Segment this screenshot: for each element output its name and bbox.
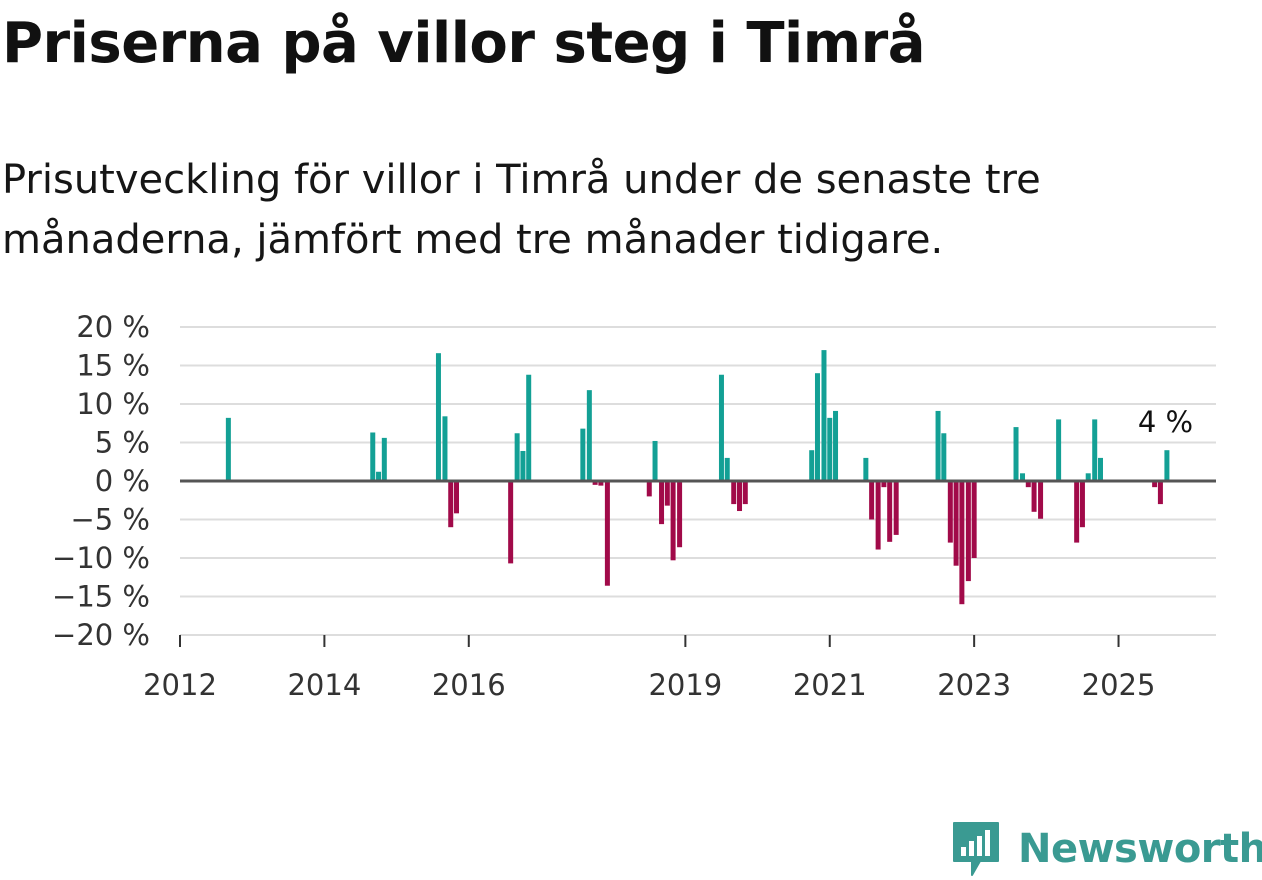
newsworthy-logo-icon [953,822,999,876]
bar-negative [947,481,953,543]
bar-negative [971,481,977,558]
newsworthy-brand: Newsworthy [950,818,1262,880]
bar-positive [1097,457,1103,481]
bar-positive [718,374,724,481]
bar-negative [875,481,881,550]
bar-negative [1031,481,1037,512]
axes [179,479,1216,647]
bar-positive [580,428,586,481]
bar-negative [670,481,676,561]
x-tick-label: 2012 [143,668,217,702]
bar-positive [586,390,592,481]
bar-negative [742,481,748,505]
y-tick-label: 5 % [95,426,150,460]
bar-negative [659,481,665,525]
bar-negative [893,481,899,535]
bar-negative [677,481,683,548]
bar-negative [965,481,971,582]
bar-positive [225,417,231,481]
bar-positive [809,450,815,481]
bar-negative [953,481,959,566]
bar-negative [1152,481,1158,488]
bar-negative [604,481,610,586]
bar-positive [520,450,526,481]
bar-positive [652,440,658,481]
x-tick-label: 2025 [1082,668,1156,702]
x-tick-label: 2014 [287,668,361,702]
y-tick-label: −15 % [52,580,150,614]
bar-negative [1074,481,1080,543]
y-tick-label: 20 % [76,310,150,344]
bar-negative [959,481,965,605]
x-tick-label: 2016 [432,668,506,702]
latest-value-label: 4 % [1138,405,1193,439]
bar-negative [664,481,670,506]
bar-negative [508,481,514,564]
bar-positive [821,350,827,481]
bar-negative [1025,481,1031,488]
tick-labels: 20 % 15 % 10 % 5 % 0 % −5 % −10 % −15 % −20 % 201… [52,310,1193,702]
bar-negative [1038,481,1044,519]
x-tick-label: 2019 [648,668,722,702]
bar-positive [376,471,382,481]
bar-positive [1020,473,1026,481]
y-tick-label: −10 % [52,541,150,575]
bar-positive [863,457,869,481]
bar-series [225,350,1170,605]
bar-positive [1164,450,1170,481]
bar-negative [598,481,604,486]
bar-positive [941,433,947,481]
bar-positive [442,416,448,481]
y-tick-label: 15 % [76,349,150,383]
bar-positive [370,432,376,481]
bar-positive [381,437,387,481]
bar-positive [827,417,833,481]
bar-negative [869,481,875,520]
bar-positive [514,433,520,481]
bar-negative [887,481,893,542]
y-tick-label: −5 % [70,503,150,537]
bar-negative [646,481,652,497]
bar-positive [1013,427,1019,481]
x-tick-label: 2021 [793,668,867,702]
bar-positive [814,373,820,481]
bar-positive [435,353,441,481]
y-tick-label: 0 % [95,464,150,498]
bar-positive [833,410,839,481]
bar-positive [1085,473,1091,481]
bar-positive [526,374,532,481]
y-tick-label: −20 % [52,618,150,652]
bar-positive [935,410,941,481]
bar-negative [448,481,454,528]
y-tick-label: 10 % [76,387,150,421]
chart-subtitle: Prisutveckling för villor i Timrå under … [2,157,1041,263]
bar-negative [737,481,743,512]
chart-title: Priserna på villor steg i Timrå [2,11,926,76]
bar-positive [724,457,730,481]
bar-positive [1056,419,1062,481]
bar-negative [881,481,887,488]
bar-negative [731,481,737,505]
bar-positive [1092,419,1098,481]
bar-negative [1157,481,1163,505]
x-tick-label: 2023 [937,668,1011,702]
bar-negative [592,481,598,485]
bar-negative [1079,481,1085,528]
brand-name: Newsworthy [1018,826,1262,872]
bar-negative [454,481,460,514]
